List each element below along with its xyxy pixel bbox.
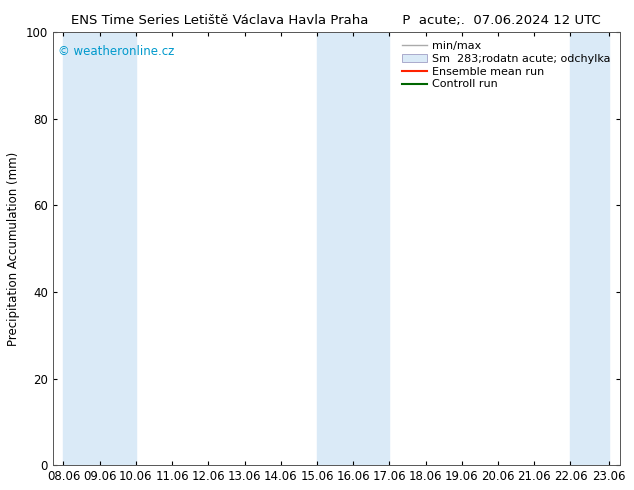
Text: © weatheronline.cz: © weatheronline.cz	[58, 45, 174, 58]
Legend: min/max, Sm  283;rodatn acute; odchylka, Ensemble mean run, Controll run: min/max, Sm 283;rodatn acute; odchylka, …	[399, 38, 614, 93]
Bar	[571, 32, 609, 465]
Bar	[63, 32, 136, 465]
Y-axis label: Precipitation Accumulation (mm): Precipitation Accumulation (mm)	[7, 151, 20, 346]
Bar	[317, 32, 389, 465]
Title: ENS Time Series Letiště Václava Havla Praha        P  acute;.  07.06.2024 12 UTC: ENS Time Series Letiště Václava Havla Pr…	[71, 14, 601, 27]
